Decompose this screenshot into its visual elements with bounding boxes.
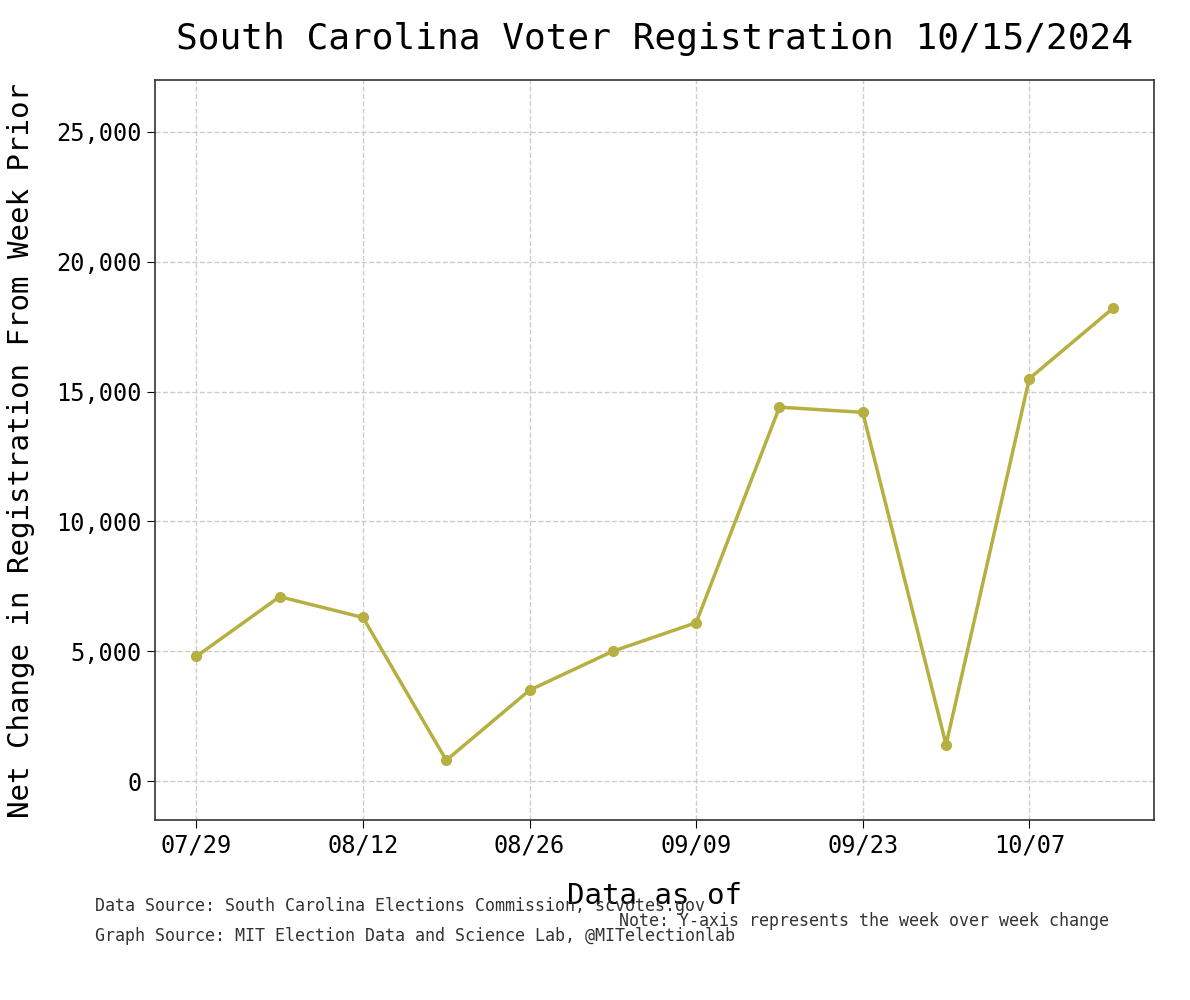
Text: Note: Y-axis represents the week over week change: Note: Y-axis represents the week over we… xyxy=(619,912,1109,930)
Title: South Carolina Voter Registration 10/15/2024: South Carolina Voter Registration 10/15/… xyxy=(176,22,1133,56)
Text: Graph Source: MIT Election Data and Science Lab, @MITelectionlab: Graph Source: MIT Election Data and Scie… xyxy=(95,927,735,945)
Text: Data Source: South Carolina Elections Commission, scvotes.gov: Data Source: South Carolina Elections Co… xyxy=(95,897,706,915)
Y-axis label: Net Change in Registration From Week Prior: Net Change in Registration From Week Pri… xyxy=(7,83,36,818)
X-axis label: Data as of: Data as of xyxy=(566,882,743,910)
